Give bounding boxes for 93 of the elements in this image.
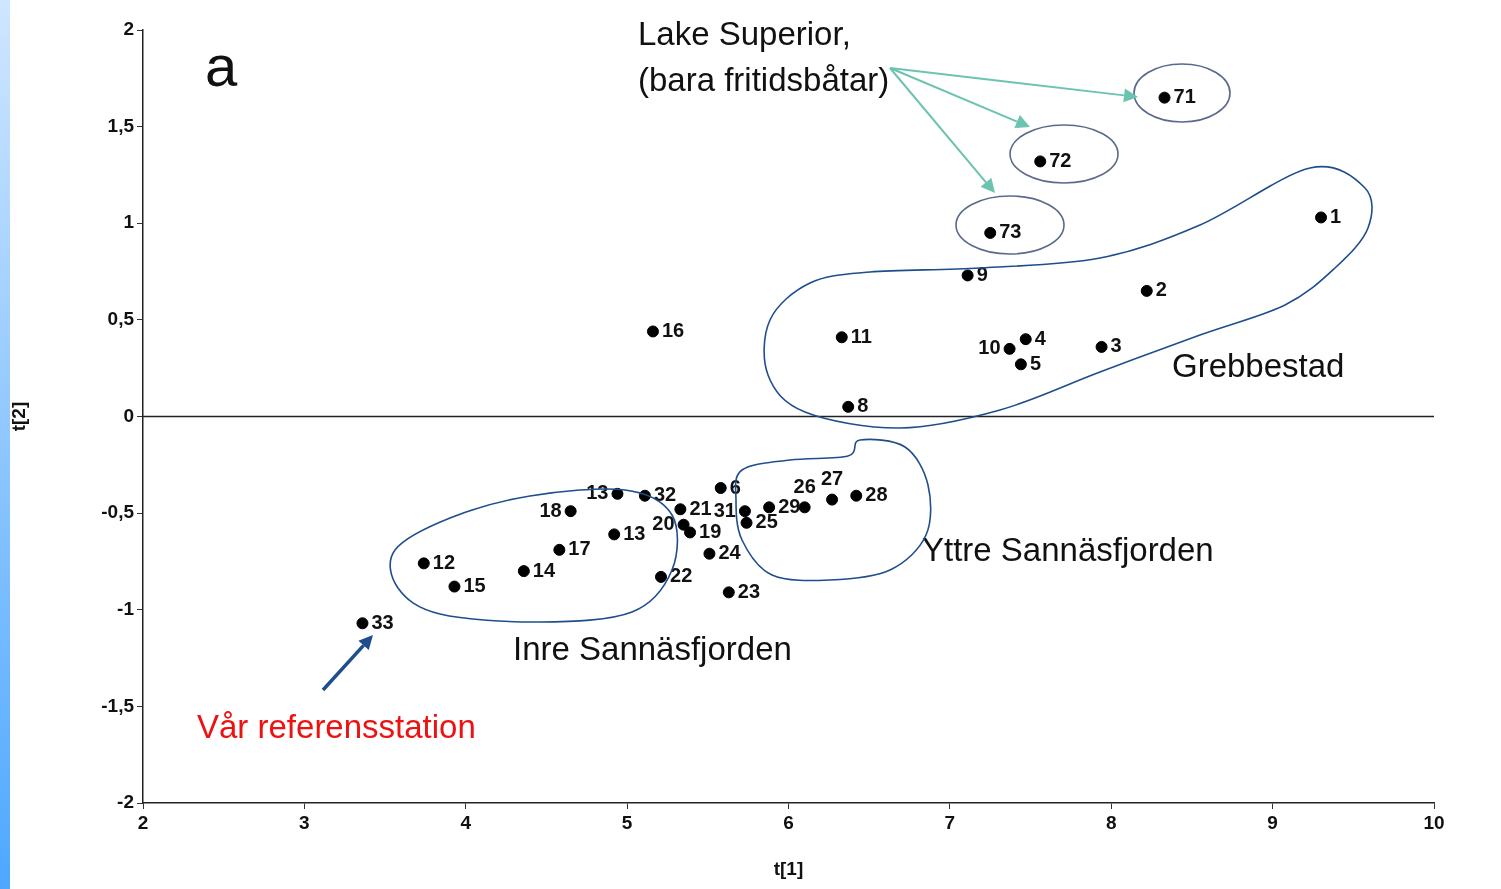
y-tick-label: -1,5 (101, 694, 135, 716)
annotation: 28 (865, 483, 888, 506)
point (740, 516, 753, 529)
point (826, 493, 839, 506)
x-tick-label: 6 (783, 811, 794, 833)
y-tick-label: 1,5 (107, 114, 135, 136)
annotation: 10 (978, 336, 1001, 359)
x-axis-title: t[1] (773, 857, 804, 879)
y-axis-title: t[2] (7, 401, 29, 432)
point (722, 586, 735, 599)
annotation: 25 (755, 510, 778, 533)
point (608, 528, 621, 541)
point (674, 503, 687, 516)
annotation: 8 (857, 394, 869, 417)
y-tick-label: -2 (117, 791, 134, 813)
point (1003, 342, 1016, 355)
point (850, 489, 863, 502)
point (677, 518, 690, 531)
annotation: 3 (1110, 334, 1122, 357)
annotation: Yttre Sannäsfjorden (922, 531, 1214, 569)
annotation: 13 (623, 521, 646, 544)
point (684, 526, 697, 539)
annotation: 21 (689, 496, 712, 519)
point (835, 331, 848, 344)
annotation: Grebbestad (1172, 347, 1345, 385)
point (961, 269, 974, 282)
annotation: 14 (532, 558, 556, 581)
y-tick-label: 1 (123, 211, 135, 233)
point (984, 226, 997, 239)
x-tick-label: 9 (1267, 811, 1278, 833)
point (714, 482, 727, 494)
annotation: 24 (718, 541, 742, 564)
point (564, 505, 577, 518)
annotation: 72 (1049, 148, 1072, 171)
x-tick-label: 7 (944, 811, 956, 833)
x-tick-label: 10 (1423, 811, 1445, 833)
annotation: 32 (653, 483, 677, 506)
point (763, 501, 776, 514)
annotation: Lake Superior, (638, 15, 851, 53)
point (655, 570, 668, 583)
annotation: 22 (670, 564, 693, 587)
point (448, 580, 461, 593)
annotation: 31 (713, 498, 736, 521)
point (1014, 358, 1027, 371)
y-tick-label: 2 (123, 18, 134, 40)
annotation: 71 (1173, 85, 1196, 108)
point (738, 505, 751, 518)
x-tick-label: 8 (1105, 811, 1117, 833)
annotation: 18 (539, 498, 562, 521)
point (703, 547, 716, 560)
point (417, 557, 430, 570)
annotation: 2 (1155, 278, 1167, 301)
annotation: 27 (820, 467, 844, 490)
point (646, 325, 659, 338)
x-tick-label: 2 (137, 811, 149, 833)
point (1019, 333, 1032, 346)
annotation: (bara fritidsbåtar) (638, 61, 890, 99)
annotation: 19 (699, 519, 722, 542)
annotation: 1 (1330, 204, 1342, 227)
annotation: 20 (652, 512, 675, 535)
annotation: Inre Sannäsfjorden (513, 630, 792, 668)
point (553, 543, 566, 556)
y-tick-label: 0 (123, 404, 134, 426)
annotation: 17 (568, 537, 591, 560)
point (1034, 155, 1047, 168)
annotation: 5 (1029, 351, 1042, 374)
point (356, 617, 369, 630)
x-tick-label: 3 (299, 811, 310, 833)
annotation: 15 (463, 574, 486, 597)
annotation: Vår referensstation (197, 708, 476, 746)
y-tick-label: 0,5 (107, 308, 135, 330)
x-tick-label: 4 (460, 811, 472, 833)
annotation: 29 (778, 494, 801, 517)
annotation: 4 (1034, 326, 1047, 349)
point (1095, 340, 1108, 353)
point (611, 487, 624, 500)
annotation: a (205, 33, 238, 98)
annotation: 16 (661, 318, 685, 341)
y-tick-label: -1 (117, 597, 135, 619)
point (842, 400, 855, 413)
annotation: 11 (850, 324, 872, 347)
annotation: 9 (976, 262, 988, 285)
annotation: 23 (737, 579, 761, 602)
point (1158, 91, 1171, 104)
x-tick-label: 5 (621, 811, 633, 833)
annotation: 12 (432, 550, 456, 573)
annotation: 33 (371, 610, 394, 633)
annotation: 73 (999, 220, 1022, 243)
y-tick-label: -0,5 (101, 501, 135, 523)
point (517, 565, 530, 578)
point (1315, 211, 1328, 224)
annotation: 26 (793, 474, 816, 497)
point (1140, 284, 1153, 297)
